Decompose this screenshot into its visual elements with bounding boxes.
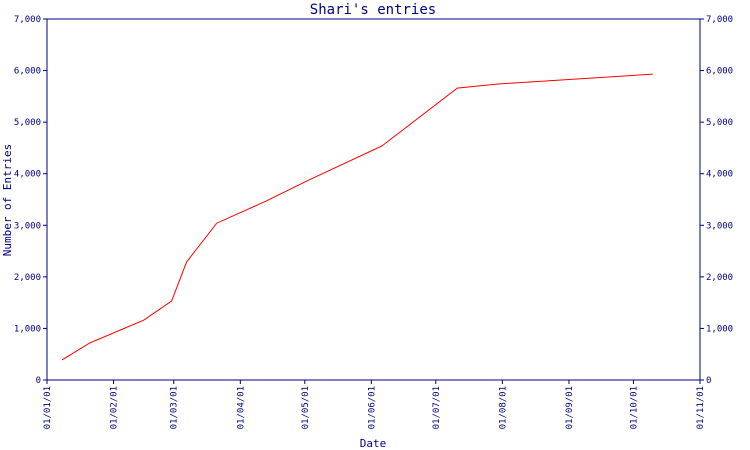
data-line bbox=[61, 73, 653, 361]
y2-tick-label: 2,000 bbox=[706, 273, 733, 283]
y-tick-label: 3,000 bbox=[14, 221, 41, 231]
chart-title: Shari's entries bbox=[310, 2, 436, 18]
y2-tick-label: 7,000 bbox=[706, 15, 733, 25]
x-tick-label: 01/04/01 bbox=[236, 386, 246, 429]
y-tick-label: 6,000 bbox=[14, 67, 41, 77]
y2-tick-label: 4,000 bbox=[706, 170, 733, 180]
x-axis-label: Date bbox=[360, 437, 387, 450]
y-tick-label: 7,000 bbox=[14, 15, 41, 25]
x-tick-label: 01/09/01 bbox=[565, 386, 575, 429]
y2-tick-label: 5,000 bbox=[706, 118, 733, 128]
x-tick-label: 01/10/01 bbox=[629, 386, 639, 429]
y2-tick-label: 0 bbox=[706, 376, 711, 386]
plot-frame bbox=[46, 18, 701, 381]
y2-tick-label: 1,000 bbox=[706, 324, 733, 334]
x-tick-label: 01/08/01 bbox=[498, 386, 508, 429]
x-tick-label: 01/05/01 bbox=[301, 386, 311, 429]
y-axis-label: Number of Entries bbox=[1, 144, 14, 257]
x-tick-label: 01/06/01 bbox=[367, 386, 377, 429]
y-tick-label: 0 bbox=[36, 376, 41, 386]
y-tick-label: 5,000 bbox=[14, 118, 41, 128]
x-tick-label: 01/02/01 bbox=[110, 386, 120, 429]
y-tick-label: 2,000 bbox=[14, 273, 41, 283]
x-tick-label: 01/11/01 bbox=[696, 386, 706, 429]
x-tick-label: 01/01/01 bbox=[43, 386, 53, 429]
x-tick-label: 01/03/01 bbox=[170, 386, 180, 429]
y-tick-label: 1,000 bbox=[14, 324, 41, 334]
y2-tick-label: 6,000 bbox=[706, 67, 733, 77]
x-tick-label: 01/07/01 bbox=[432, 386, 442, 429]
y-tick-label: 4,000 bbox=[14, 170, 41, 180]
y2-tick-label: 3,000 bbox=[706, 221, 733, 231]
